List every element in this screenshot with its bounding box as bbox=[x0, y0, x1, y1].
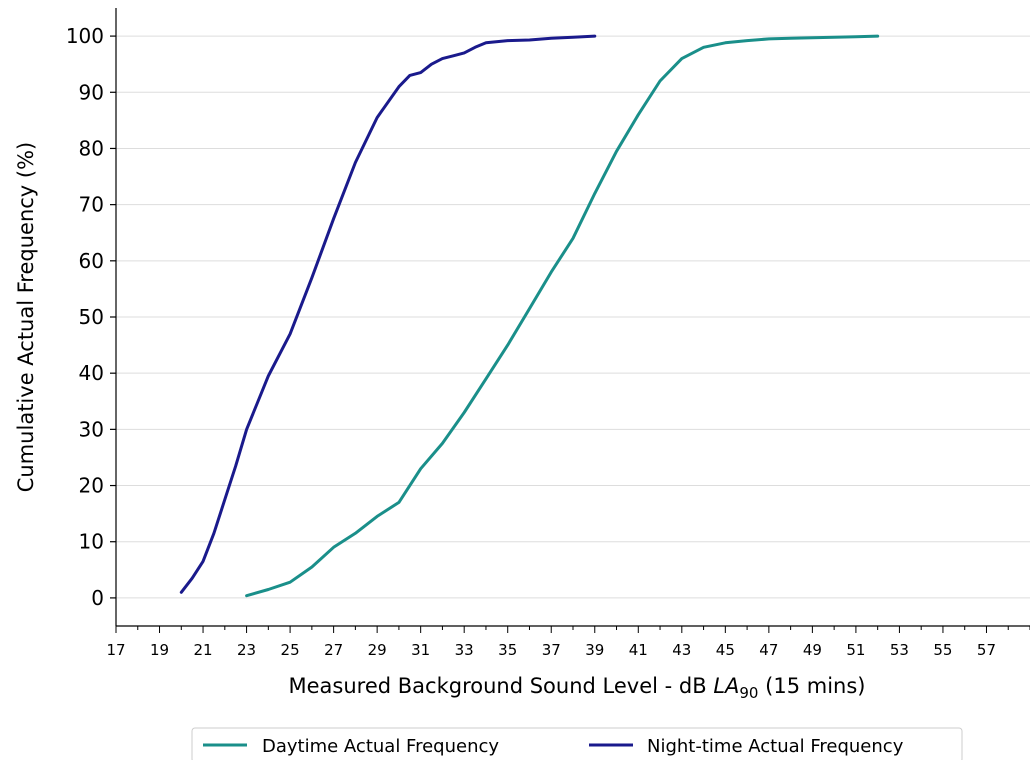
legend: Daytime Actual Frequency Night-time Actu… bbox=[191, 727, 963, 760]
xtick-label-45: 45 bbox=[716, 641, 735, 659]
ytick-label-60: 60 bbox=[79, 249, 104, 273]
xtick-label-25: 25 bbox=[281, 641, 300, 659]
xtick-label-37: 37 bbox=[542, 641, 561, 659]
legend-box bbox=[191, 727, 963, 760]
series-line-daytime bbox=[245, 34, 880, 598]
xtick-label-49: 49 bbox=[803, 641, 822, 659]
xtick-label-51: 51 bbox=[846, 641, 865, 659]
xtick-label-57: 57 bbox=[977, 641, 996, 659]
xtick-label-39: 39 bbox=[585, 641, 604, 659]
xtick-label-33: 33 bbox=[455, 641, 474, 659]
ytick-label-0: 0 bbox=[91, 586, 104, 610]
xtick-label-35: 35 bbox=[498, 641, 517, 659]
xtick-label-47: 47 bbox=[759, 641, 778, 659]
xtick-label-31: 31 bbox=[411, 641, 430, 659]
ytick-label-100: 100 bbox=[66, 24, 104, 48]
xtick-label-41: 41 bbox=[629, 641, 648, 659]
ytick-label-90: 90 bbox=[79, 80, 104, 104]
xtick-label-43: 43 bbox=[672, 641, 691, 659]
xtick-label-17: 17 bbox=[106, 641, 125, 659]
ytick-label-40: 40 bbox=[79, 361, 104, 385]
y-axis-ticks: 0 10 20 30 40 50 60 70 80 90 100 bbox=[66, 24, 116, 610]
x-axis-label: Measured Background Sound Level - dB LA9… bbox=[289, 674, 866, 702]
ytick-label-50: 50 bbox=[79, 305, 104, 329]
xtick-label-23: 23 bbox=[237, 641, 256, 659]
ytick-label-10: 10 bbox=[79, 530, 104, 554]
series-line-nighttime bbox=[179, 34, 597, 594]
xtick-label-55: 55 bbox=[933, 641, 952, 659]
x-axis-ticks: 17 19 21 23 25 27 29 31 33 35 37 39 41 43 45 47 49 51 53 55… bbox=[106, 626, 1030, 659]
legend-label-nighttime: Night-time Actual Frequency bbox=[647, 736, 904, 757]
xtick-label-27: 27 bbox=[324, 641, 343, 659]
y-axis-label: Cumulative Actual Frequency (%) bbox=[14, 142, 38, 493]
xtick-label-19: 19 bbox=[150, 641, 169, 659]
xtick-label-29: 29 bbox=[368, 641, 387, 659]
ytick-label-80: 80 bbox=[79, 136, 104, 160]
series-lines bbox=[179, 34, 880, 598]
ytick-label-70: 70 bbox=[79, 193, 104, 217]
legend-label-daytime: Daytime Actual Frequency bbox=[262, 736, 499, 757]
xtick-label-21: 21 bbox=[194, 641, 213, 659]
ytick-label-30: 30 bbox=[79, 417, 104, 441]
xtick-label-53: 53 bbox=[890, 641, 909, 659]
ytick-label-20: 20 bbox=[79, 474, 104, 498]
gridlines bbox=[116, 35, 1030, 599]
